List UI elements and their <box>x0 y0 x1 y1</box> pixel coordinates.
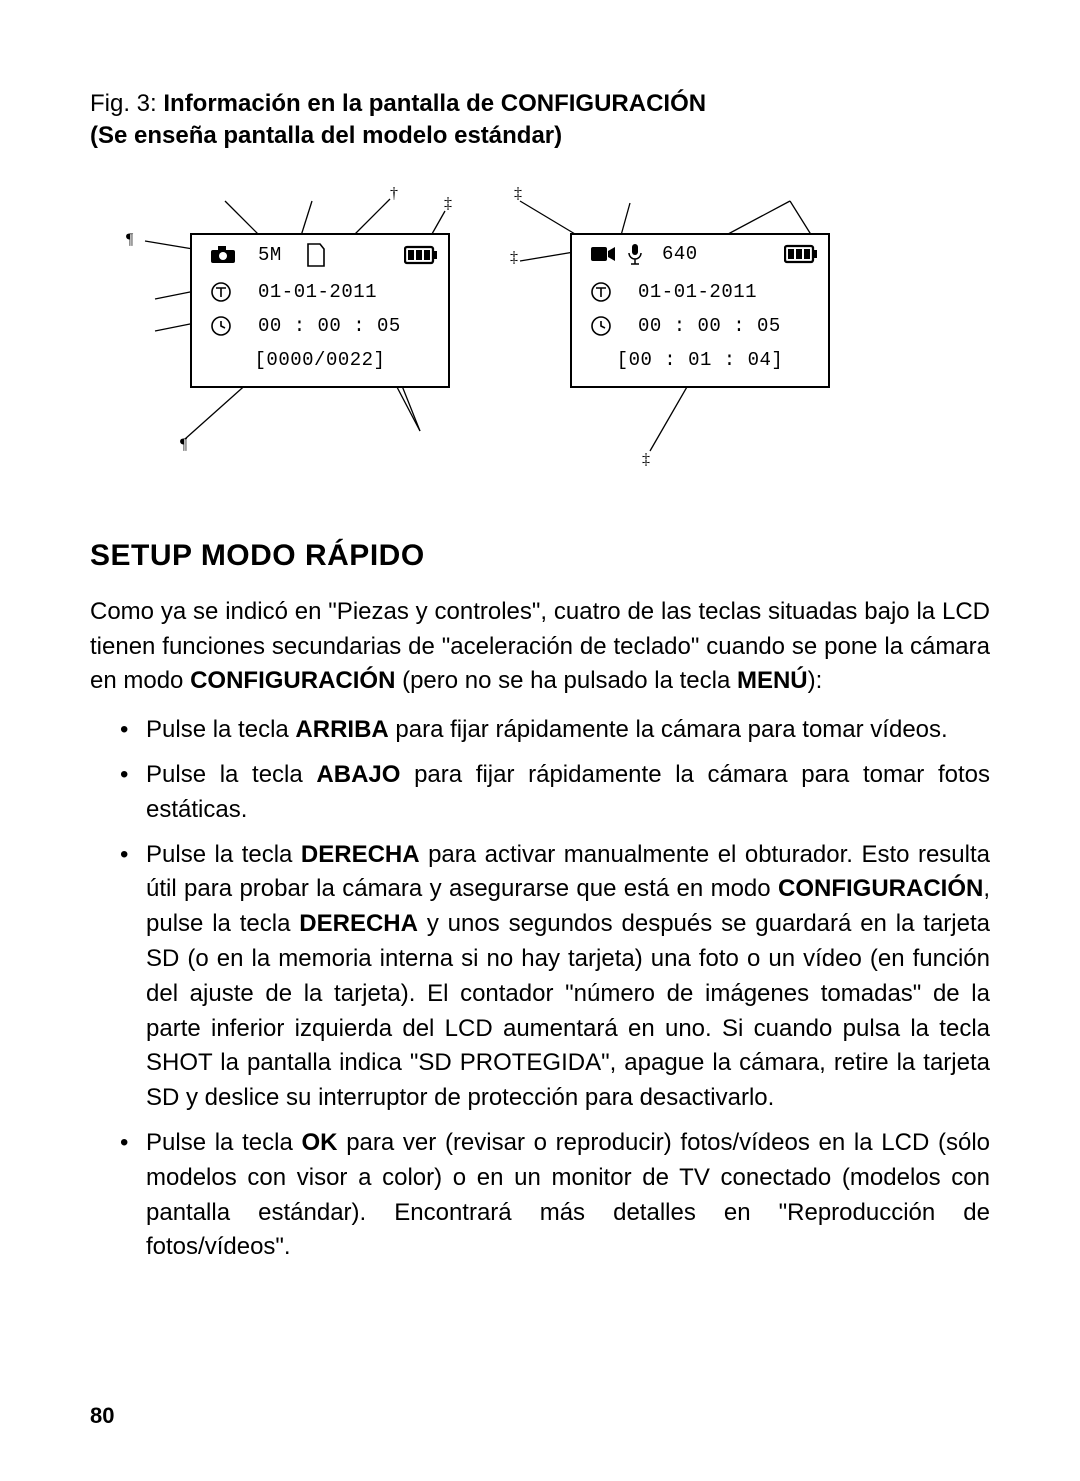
li-text: para fijar rápidamente la cámara para to… <box>389 716 948 743</box>
caption-bold-1: Información en la pantalla de CONFIGURAC… <box>163 90 706 117</box>
lcd-screen-photo: 5M 01-01-2011 00 : 00 : 05 [0000/0022] <box>190 233 450 388</box>
video-resolution: 640 <box>662 243 698 265</box>
camera-icon <box>210 246 236 264</box>
li-text: Pulse la tecla <box>146 761 316 788</box>
video-counter: [00 : 01 : 04] <box>617 349 784 371</box>
list-item: Pulse la tecla ABAJO para fijar rápidame… <box>146 758 990 828</box>
clock-icon <box>210 315 232 337</box>
microphone-icon <box>626 243 644 265</box>
battery-icon <box>784 244 818 264</box>
li-text: Pulse la tecla <box>146 841 301 868</box>
sd-card-icon <box>306 243 326 267</box>
clock-icon <box>590 315 612 337</box>
intro-b2: MENÚ <box>737 667 808 694</box>
list-item: Pulse la tecla ARRIBA para fijar rápidam… <box>146 713 990 748</box>
intro-paragraph: Como ya se indicó en "Piezas y controles… <box>90 595 990 699</box>
marker: ‡ <box>510 249 518 267</box>
marker: ¶ <box>180 436 187 454</box>
caption-line-2: (Se enseña pantalla del modelo estándar) <box>90 122 562 149</box>
page-number: 80 <box>90 1403 114 1429</box>
intro-t3: ): <box>808 667 823 694</box>
photo-time: 00 : 00 : 05 <box>258 315 401 337</box>
marker: ¶ <box>126 231 133 249</box>
lcd-screen-video: 640 01-01-2011 00 : 00 : 05 [00 : 01 : 0… <box>570 233 830 388</box>
li-text: y unos segundos después se guardará en l… <box>146 910 990 1111</box>
intro-t2: (pero no se ha pulsado la tecla <box>395 667 737 694</box>
list-item: Pulse la tecla DERECHA para activar manu… <box>146 838 990 1116</box>
video-camera-icon <box>590 244 616 264</box>
marker: ‡ <box>642 451 650 469</box>
li-key: ABAJO <box>316 761 400 788</box>
battery-icon <box>404 245 438 265</box>
li-key: CONFIGURACIÓN <box>778 875 983 902</box>
li-key: OK <box>302 1129 338 1156</box>
marker: † <box>390 185 398 203</box>
video-time: 00 : 00 : 05 <box>638 315 781 337</box>
intro-b1: CONFIGURACIÓN <box>190 667 395 694</box>
figure-caption: Fig. 3: Información en la pantalla de CO… <box>90 88 990 153</box>
t-circle-icon <box>590 281 612 303</box>
t-circle-icon <box>210 281 232 303</box>
video-date: 01-01-2011 <box>638 281 757 303</box>
photo-date: 01-01-2011 <box>258 281 377 303</box>
photo-resolution: 5M <box>258 244 282 266</box>
photo-counter: [0000/0022] <box>255 349 386 371</box>
figure-diagram: ¶ † ‡ ¶ ‡ ‡ ‡ 5M 01-01-2011 <box>90 181 990 501</box>
bullet-list: Pulse la tecla ARRIBA para fijar rápidam… <box>90 713 990 1265</box>
li-text: Pulse la tecla <box>146 1129 302 1156</box>
marker: ‡ <box>514 185 522 203</box>
li-key: ARRIBA <box>295 716 388 743</box>
marker: ‡ <box>444 195 452 213</box>
caption-prefix: Fig. 3: <box>90 90 163 117</box>
li-key: DERECHA <box>301 841 420 868</box>
section-heading: SETUP MODO RÁPIDO <box>90 539 990 573</box>
li-key: DERECHA <box>299 910 418 937</box>
li-text: Pulse la tecla <box>146 716 295 743</box>
list-item: Pulse la tecla OK para ver (revisar o re… <box>146 1126 990 1265</box>
